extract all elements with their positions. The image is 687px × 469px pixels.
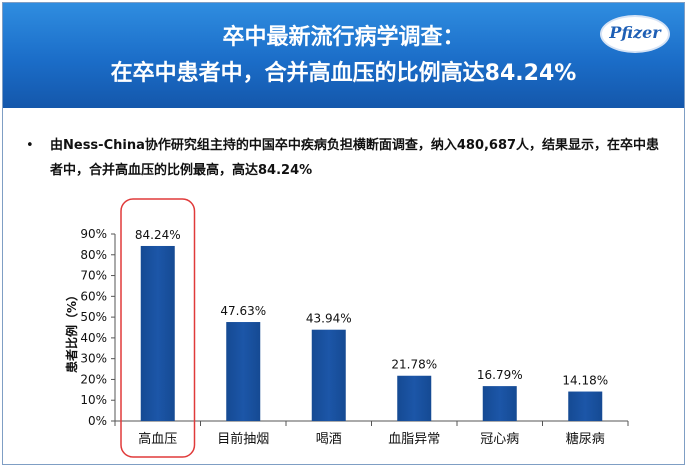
data-label: 43.94% bbox=[306, 312, 352, 326]
bar-4 bbox=[397, 375, 432, 421]
y-tick-label: 40% bbox=[80, 331, 107, 345]
pfizer-logo-text: Pfizer bbox=[609, 23, 661, 42]
y-tick-label: 20% bbox=[80, 372, 107, 386]
y-tick-label: 90% bbox=[80, 227, 107, 241]
y-tick-label: 80% bbox=[80, 248, 107, 262]
data-label: 14.18% bbox=[562, 374, 608, 388]
category-label: 高血压 bbox=[138, 431, 177, 447]
category-label: 目前抽烟 bbox=[217, 431, 269, 447]
data-label: 47.63% bbox=[220, 304, 266, 318]
slide-title-line-1: 卒中最新流行病学调查： bbox=[222, 25, 465, 50]
bar-chart: 0% 10% 20% 30% 40% 50% 60% 70% 80% 90% 患者比例（%） 84.2… bbox=[64, 198, 629, 458]
bullet-text: 由Ness-China协作研究组主持的中国卒中疾病负担横断面调查，纳入480,6… bbox=[50, 138, 660, 178]
category-label: 糖尿病 bbox=[566, 431, 605, 447]
data-label: 21.78% bbox=[391, 358, 437, 372]
bullet-dot: • bbox=[26, 138, 34, 153]
y-axis-title: 患者比例（%） bbox=[64, 289, 79, 373]
title-banner: 卒中最新流行病学调查： 在卒中患者中，合并高血压的比例高达84.24% Pfiz… bbox=[3, 3, 684, 108]
y-tick-label: 0% bbox=[88, 414, 107, 428]
y-tick-label: 50% bbox=[80, 310, 107, 324]
bar-1 bbox=[140, 245, 175, 421]
y-tick-label: 30% bbox=[80, 352, 107, 366]
y-tick-label: 10% bbox=[80, 393, 107, 407]
slide-title-line-2: 在卒中患者中，合并高血压的比例高达84.24% bbox=[110, 61, 577, 86]
data-label: 84.24% bbox=[135, 228, 181, 242]
highlight-box bbox=[120, 198, 196, 458]
y-tick-label: 70% bbox=[80, 269, 107, 283]
pfizer-logo: Pfizer bbox=[600, 15, 670, 53]
bar-2 bbox=[226, 322, 261, 421]
category-label: 冠心病 bbox=[480, 432, 519, 447]
data-label: 16.79% bbox=[477, 368, 523, 382]
bar-3 bbox=[311, 329, 346, 421]
y-tick-label: 60% bbox=[80, 289, 107, 303]
category-label: 喝酒 bbox=[316, 432, 342, 447]
bar-6 bbox=[568, 391, 603, 421]
bar-5 bbox=[482, 386, 517, 421]
category-label: 血脂异常 bbox=[388, 432, 440, 447]
